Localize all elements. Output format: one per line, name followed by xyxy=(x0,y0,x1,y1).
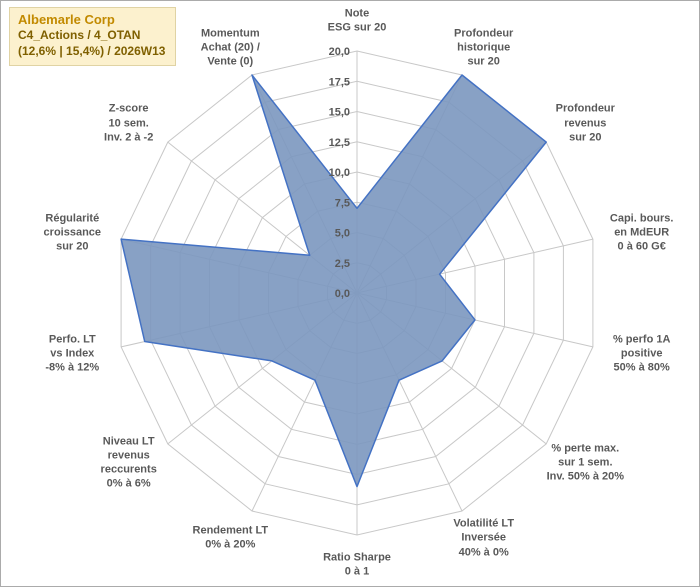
radial-tick-label: 12,5 xyxy=(329,137,350,149)
title-box: Albemarle Corp C4_Actions / 4_OTAN (12,6… xyxy=(9,7,177,67)
radial-tick-label: 20,0 xyxy=(329,46,350,58)
radial-tick-label: 17,5 xyxy=(329,76,350,88)
radial-tick-label: 5,0 xyxy=(335,228,350,240)
chart-title-company: Albemarle Corp xyxy=(18,12,115,27)
chart-title-stats: (12,6% | 15,4%) / 2026W13 xyxy=(18,43,166,58)
radial-tick-label: 2,5 xyxy=(335,258,350,270)
data-series-polygon xyxy=(120,74,547,488)
radial-tick-label: 15,0 xyxy=(329,107,350,119)
radial-tick-label: 7,5 xyxy=(335,197,350,209)
radial-tick-label: 10,0 xyxy=(329,167,350,179)
radial-tick-label: 0,0 xyxy=(335,288,350,300)
chart-title-category: C4_Actions / 4_OTAN xyxy=(18,28,141,43)
